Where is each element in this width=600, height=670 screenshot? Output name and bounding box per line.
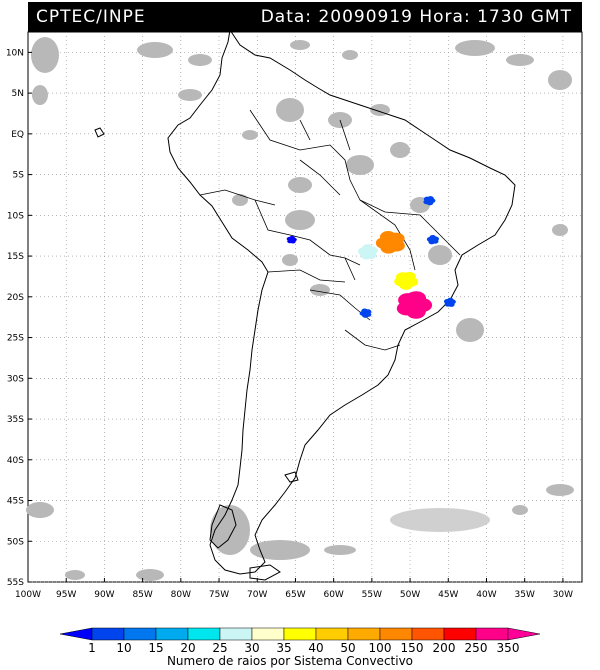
lightning-system-blob	[447, 297, 454, 303]
longitude-label: 65W	[285, 590, 305, 600]
longitude-label: 35W	[515, 590, 535, 600]
graticule	[28, 32, 582, 583]
latitude-label: 40S	[7, 456, 24, 466]
longitude-label: 30W	[553, 590, 573, 600]
legend-tick-label: 100	[369, 641, 392, 655]
latitude-label: 35S	[7, 415, 24, 425]
legend-swatch	[443, 627, 477, 641]
legend-title: Numero de raios por Sistema Convectivo	[167, 654, 413, 668]
legend-tick-label: 1	[88, 641, 96, 655]
longitude-label: 75W	[209, 590, 229, 600]
lightning-system	[286, 235, 297, 244]
map-frame	[27, 31, 583, 583]
coastline	[94, 28, 516, 581]
legend-tick-label: 10	[116, 641, 131, 655]
lightning-system	[375, 231, 405, 254]
latitude-label: 55S	[7, 578, 24, 588]
latitude-label: 15S	[7, 252, 24, 262]
country-borders	[199, 109, 461, 351]
lightning-system	[443, 297, 456, 307]
longitude-label: 100W	[15, 590, 41, 600]
latitude-label: 5N	[12, 89, 24, 99]
lightning-system-blob	[291, 237, 297, 242]
lightning-system-blob	[427, 196, 434, 201]
legend-swatch	[283, 627, 317, 641]
latitude-label: 5S	[13, 171, 25, 181]
longitude-label: 90W	[94, 590, 114, 600]
legend-swatch	[411, 627, 445, 641]
latitude-label: 30S	[7, 374, 24, 384]
legend-swatch	[315, 627, 349, 641]
latitude-label: EQ	[11, 130, 24, 140]
legend-tick-label: 50	[340, 641, 355, 655]
longitude-label: 40W	[476, 590, 496, 600]
legend-swatch	[251, 627, 285, 641]
lightning-system-blob	[380, 241, 397, 254]
legend-tick-label: 250	[465, 641, 488, 655]
lightning-system	[396, 291, 433, 319]
header-source: CPTEC/INPE	[36, 7, 146, 27]
legend-tick-label: 35	[276, 641, 291, 655]
longitude-label: 80W	[171, 590, 191, 600]
legend-swatch	[59, 627, 93, 641]
lightning-system	[357, 244, 378, 260]
legend-swatch	[507, 627, 541, 641]
legend-swatch	[91, 627, 125, 641]
latitude-label: 20S	[7, 293, 24, 303]
legend-swatch	[475, 627, 509, 641]
legend-swatch	[379, 627, 413, 641]
legend-swatch	[123, 627, 157, 641]
latitude-label: 50S	[7, 537, 24, 547]
lightning-system	[426, 235, 440, 245]
legend-tick-label: 350	[497, 641, 520, 655]
map-header: CPTEC/INPE Data: 20090919 Hora: 1730 GMT	[28, 2, 582, 32]
lightning-system	[394, 271, 419, 290]
cloud-cover	[26, 37, 574, 581]
lightning-system-blob	[394, 276, 408, 287]
lightning-system	[359, 308, 372, 318]
latitude-label: 10S	[7, 211, 24, 221]
legend-tick-label: 20	[180, 641, 195, 655]
latitude-labels: 10N 5N EQ 5S 10S 15S 20S 25S 30S 35S 40S 45S 50S 55S	[6, 48, 32, 588]
color-legend: 1 10 15 20 25 30 35 40 50 100 150 200 250 350	[59, 627, 541, 655]
legend-swatch	[155, 627, 189, 641]
legend-swatch	[219, 627, 253, 641]
legend-tick-label: 40	[308, 641, 323, 655]
convective-systems	[286, 196, 456, 319]
longitude-label: 45W	[438, 590, 458, 600]
legend-tick-label: 150	[401, 641, 424, 655]
lightning-system-blob	[364, 312, 372, 317]
longitude-label: 60W	[323, 590, 343, 600]
latitude-label: 45S	[7, 497, 24, 507]
legend-swatch	[187, 627, 221, 641]
lightning-system	[423, 196, 436, 206]
legend-tick-label: 25	[212, 641, 227, 655]
legend-tick-label: 30	[244, 641, 259, 655]
header-datetime: Data: 20090919 Hora: 1730 GMT	[260, 7, 572, 27]
longitude-label: 55W	[362, 590, 382, 600]
legend-swatch	[347, 627, 381, 641]
longitude-label: 50W	[400, 590, 420, 600]
latitude-label: 25S	[7, 334, 24, 344]
longitude-label: 95W	[56, 590, 76, 600]
longitude-labels: 100W 95W 90W 85W 80W 75W 70W 65W 60W 55W 50W 45W 40W…	[15, 578, 573, 600]
lightning-system-blob	[398, 293, 418, 308]
longitude-label: 85W	[132, 590, 152, 600]
legend-tick-label: 15	[148, 641, 163, 655]
latitude-label: 10N	[6, 48, 24, 58]
lightning-system-blob	[365, 251, 377, 260]
legend-tick-label: 200	[433, 641, 456, 655]
lightning-system-blob	[432, 236, 440, 242]
longitude-label: 70W	[247, 590, 267, 600]
